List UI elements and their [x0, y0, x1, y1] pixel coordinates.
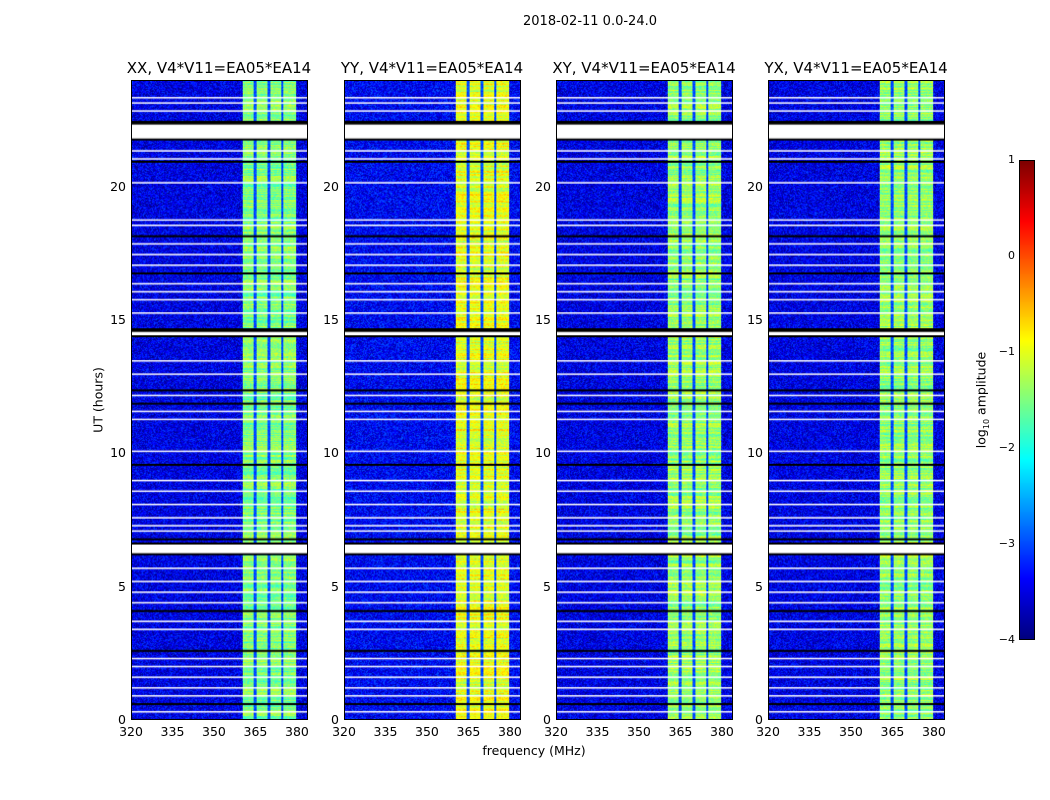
heatmap-image	[345, 81, 520, 719]
colorbar-tick-label: −3	[998, 537, 1015, 550]
x-tick-label: 335	[797, 724, 822, 739]
y-axis-label: UT (hours)	[90, 367, 106, 433]
y-tick-label: 15	[747, 312, 763, 327]
x-tick-label: 335	[160, 724, 185, 739]
y-tick-label: 5	[331, 578, 339, 594]
x-axis-label: frequency (MHz)	[482, 743, 586, 758]
x-tick-label: 350	[839, 724, 863, 739]
y-tick-label: 5	[543, 578, 551, 594]
x-tick-label: 365	[880, 724, 905, 739]
colorbar-tick-label: 0	[1008, 249, 1015, 262]
y-tick-label: 10	[110, 445, 126, 461]
x-tick-label: 320	[119, 724, 143, 739]
colorbar-tick-label: −4	[998, 633, 1015, 646]
colorbar-tick-label: −1	[998, 345, 1015, 358]
x-tick-label: 350	[627, 724, 651, 739]
heatmap-image	[557, 81, 732, 719]
y-tick-label: 15	[323, 312, 339, 327]
heatmap-image	[769, 81, 944, 719]
y-tick-label: 20	[323, 178, 339, 194]
heatmap-panel-0	[131, 80, 308, 720]
y-tick-label: 0	[755, 712, 763, 727]
heatmap-image	[132, 81, 307, 719]
y-tick-label: 20	[535, 178, 551, 194]
figure-title: 2018-02-11 0.0-24.0	[523, 14, 657, 29]
panel-title: YX, V4*V11=EA05*EA14	[764, 59, 948, 77]
y-tick-label: 5	[118, 578, 126, 594]
heatmap-panel-1	[344, 80, 521, 720]
x-tick-label: 335	[373, 724, 398, 739]
y-tick-label: 15	[535, 312, 551, 327]
x-tick-label: 365	[243, 724, 268, 739]
x-tick-label: 380	[922, 724, 946, 739]
panel-title: XY, V4*V11=EA05*EA14	[552, 59, 736, 77]
y-tick-label: 5	[755, 578, 763, 594]
y-tick-label: 0	[331, 712, 339, 727]
y-tick-label: 0	[543, 712, 551, 727]
y-tick-label: 10	[747, 445, 763, 461]
heatmap-panel-3	[768, 80, 945, 720]
x-tick-label: 320	[332, 724, 356, 739]
x-tick-label: 365	[456, 724, 481, 739]
y-tick-label: 0	[118, 712, 126, 727]
x-tick-label: 380	[710, 724, 734, 739]
y-tick-label: 10	[323, 445, 339, 461]
heatmap-panel-2	[556, 80, 733, 720]
x-tick-label: 350	[415, 724, 439, 739]
colorbar-label: log10 amplitude	[973, 351, 991, 449]
y-tick-label: 20	[747, 178, 763, 194]
y-tick-label: 20	[110, 178, 126, 194]
y-tick-label: 15	[110, 312, 126, 327]
x-tick-label: 380	[498, 724, 522, 739]
x-tick-label: 320	[544, 724, 568, 739]
colorbar	[1019, 160, 1035, 640]
x-tick-label: 350	[202, 724, 226, 739]
x-tick-label: 365	[668, 724, 693, 739]
x-tick-label: 335	[585, 724, 610, 739]
y-tick-label: 10	[535, 445, 551, 461]
colorbar-tick-label: 1	[1008, 153, 1015, 166]
panel-title: YY, V4*V11=EA05*EA14	[340, 59, 524, 77]
panel-title: XX, V4*V11=EA05*EA14	[126, 59, 312, 77]
colorbar-tick-label: −2	[998, 441, 1015, 454]
x-tick-label: 380	[285, 724, 309, 739]
x-tick-label: 320	[756, 724, 780, 739]
